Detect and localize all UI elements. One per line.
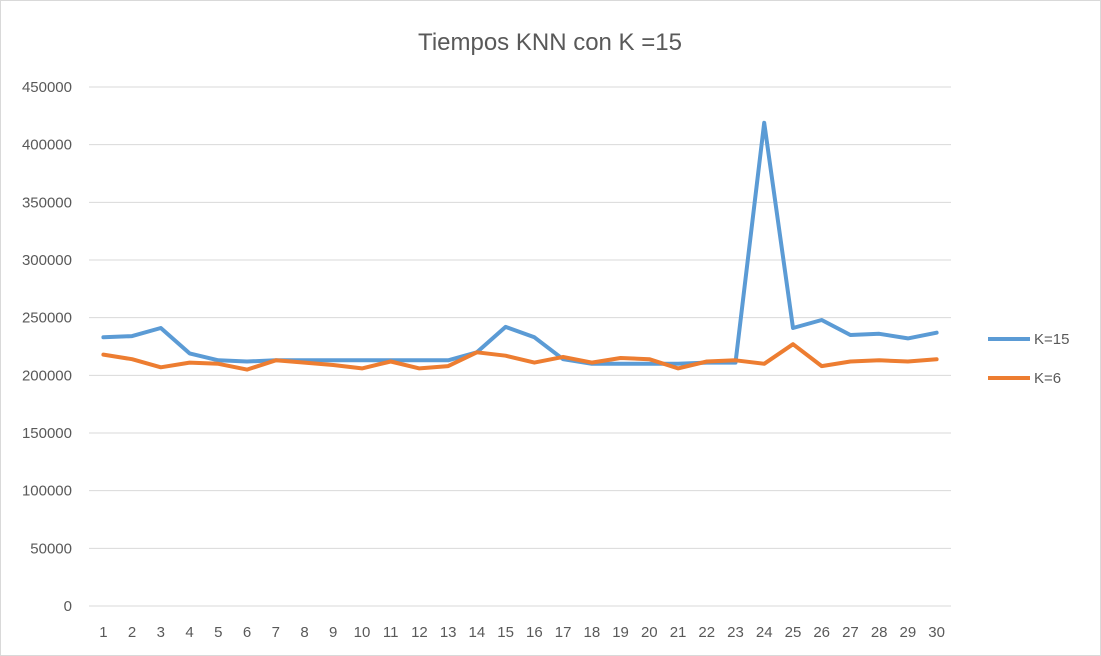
x-tick-label: 19 [612,624,629,641]
x-tick-label: 20 [641,624,658,641]
y-tick-label: 350000 [22,194,72,211]
y-tick-label: 300000 [22,252,72,269]
x-tick-label: 26 [813,624,830,641]
y-tick-label: 150000 [22,425,72,442]
series-line-1 [101,120,939,366]
x-tick-label: 17 [555,624,572,641]
x-tick-label: 25 [785,624,802,641]
x-tick-label: 6 [243,624,251,641]
y-tick-label: 0 [64,598,72,615]
y-tick-label: 250000 [22,310,72,327]
x-tick-label: 29 [900,624,917,641]
x-tick-label: 24 [756,624,773,641]
y-tick-label: 50000 [30,540,72,557]
x-tick-label: 15 [497,624,514,641]
legend-label: K=15 [1034,331,1069,348]
y-tick-label: 100000 [22,483,72,500]
x-tick-label: 2 [128,624,136,641]
x-tick-label: 1 [99,624,107,641]
x-tick-label: 11 [383,624,399,641]
x-tick-label: 14 [469,624,486,641]
x-tick-label: 8 [300,624,308,641]
y-tick-label: 450000 [22,79,72,96]
x-tick-label: 23 [727,624,744,641]
y-tick-label: 400000 [22,137,72,154]
y-tick-label: 200000 [22,367,72,384]
x-tick-label: 30 [928,624,945,641]
x-tick-label: 10 [354,624,371,641]
x-tick-label: 18 [583,624,600,641]
legend-label: K=6 [1034,370,1061,387]
x-tick-label: 16 [526,624,543,641]
x-tick-label: 4 [185,624,193,641]
x-tick-label: 27 [842,624,859,641]
x-tick-label: 12 [411,624,428,641]
chart-title: Tiempos KNN con K =15 [418,29,682,56]
x-tick-label: 5 [214,624,222,641]
x-tick-label: 7 [272,624,280,641]
legend: K=15 K=6 [988,331,1069,387]
gridlines [89,86,951,607]
x-tick-label: 21 [670,624,687,641]
x-tick-label: 28 [871,624,888,641]
x-tick-label: 22 [698,624,715,641]
y-axis-ticks: 0 50000 100000 150000 200000 250000 300000 3500… [22,79,72,615]
x-tick-label: 9 [329,624,337,641]
series-line-2 [101,342,939,372]
series-lines [101,120,939,372]
x-axis-ticks: 1 2 3 4 5 6 7 8 9 10 11 12 13 14 15 16 17 18 19 20 21 22 23 24 2… [99,624,945,641]
x-tick-label: 3 [157,624,165,641]
x-tick-label: 13 [440,624,457,641]
